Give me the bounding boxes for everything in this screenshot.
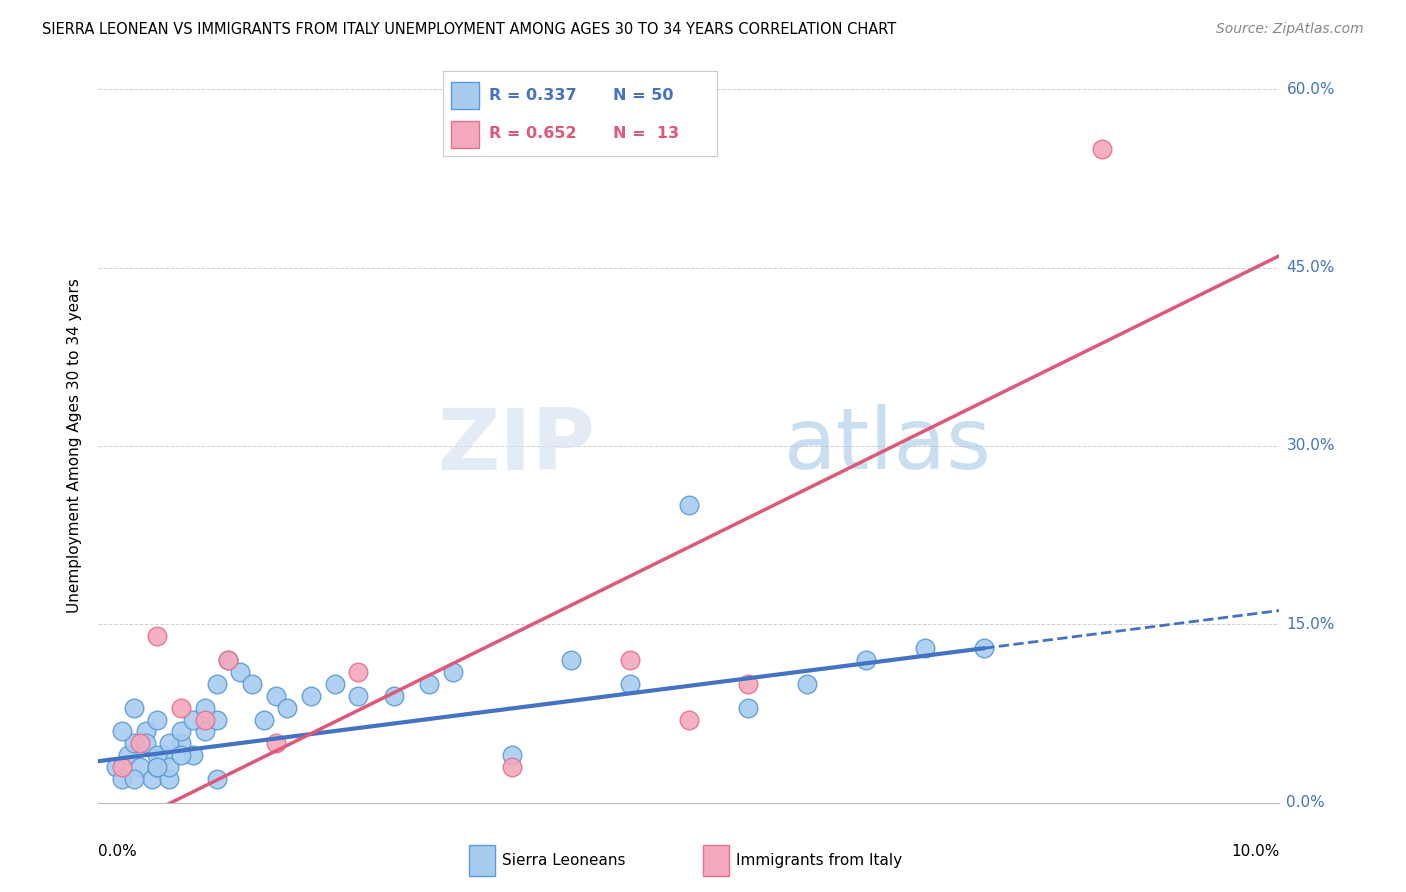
Text: N =  13: N = 13	[613, 126, 679, 141]
Point	[111, 772, 134, 786]
Point	[157, 772, 180, 786]
Point	[678, 713, 700, 727]
Point	[141, 772, 163, 786]
Point	[205, 713, 228, 727]
Point	[217, 653, 239, 667]
Point	[135, 724, 157, 739]
Point	[217, 653, 239, 667]
Y-axis label: Unemployment Among Ages 30 to 34 years: Unemployment Among Ages 30 to 34 years	[67, 278, 83, 614]
Text: Sierra Leoneans: Sierra Leoneans	[502, 854, 626, 868]
Point	[382, 689, 405, 703]
Point	[323, 677, 346, 691]
Point	[146, 748, 169, 763]
Point	[157, 760, 180, 774]
Text: 10.0%: 10.0%	[1232, 845, 1279, 859]
Point	[170, 748, 193, 763]
Text: Immigrants from Italy: Immigrants from Italy	[737, 854, 903, 868]
Text: SIERRA LEONEAN VS IMMIGRANTS FROM ITALY UNEMPLOYMENT AMONG AGES 30 TO 34 YEARS C: SIERRA LEONEAN VS IMMIGRANTS FROM ITALY …	[42, 22, 897, 37]
Bar	[451, 120, 478, 147]
Point	[122, 772, 145, 786]
Point	[264, 736, 287, 750]
Point	[205, 772, 228, 786]
Point	[205, 677, 228, 691]
Point	[229, 665, 252, 679]
Point	[240, 677, 263, 691]
Text: ZIP: ZIP	[437, 404, 595, 488]
Point	[678, 499, 700, 513]
Point	[276, 700, 298, 714]
Point	[737, 700, 759, 714]
Point	[117, 748, 139, 763]
Point	[170, 736, 193, 750]
Point	[170, 724, 193, 739]
Point	[122, 736, 145, 750]
Point	[105, 760, 128, 774]
Point	[501, 748, 523, 763]
Bar	[468, 846, 495, 876]
Point	[264, 689, 287, 703]
Point	[560, 653, 582, 667]
Point	[157, 736, 180, 750]
Point	[146, 760, 169, 774]
Text: 60.0%: 60.0%	[1286, 82, 1334, 96]
Point	[619, 653, 641, 667]
Point	[181, 748, 204, 763]
Point	[619, 677, 641, 691]
Point	[181, 713, 204, 727]
Point	[152, 748, 174, 763]
Bar	[451, 82, 478, 110]
Point	[796, 677, 818, 691]
Text: atlas: atlas	[783, 404, 991, 488]
Point	[418, 677, 440, 691]
Point	[914, 641, 936, 656]
Text: Source: ZipAtlas.com: Source: ZipAtlas.com	[1216, 22, 1364, 37]
Point	[128, 760, 150, 774]
Point	[441, 665, 464, 679]
Text: 30.0%: 30.0%	[1286, 439, 1334, 453]
Point	[347, 665, 370, 679]
Text: 0.0%: 0.0%	[1286, 796, 1324, 810]
Point	[194, 700, 217, 714]
Point	[1091, 142, 1114, 156]
Bar	[703, 846, 730, 876]
Point	[501, 760, 523, 774]
Point	[973, 641, 995, 656]
Point	[170, 700, 193, 714]
Point	[194, 724, 217, 739]
Point	[135, 736, 157, 750]
Text: R = 0.337: R = 0.337	[489, 87, 576, 103]
Text: 15.0%: 15.0%	[1286, 617, 1334, 632]
Point	[194, 713, 217, 727]
Point	[146, 760, 169, 774]
Point	[122, 700, 145, 714]
Point	[737, 677, 759, 691]
Point	[146, 629, 169, 643]
Point	[253, 713, 276, 727]
Point	[111, 760, 134, 774]
Point	[111, 724, 134, 739]
Point	[855, 653, 877, 667]
Point	[299, 689, 322, 703]
Point	[347, 689, 370, 703]
Point	[128, 736, 150, 750]
Text: 0.0%: 0.0%	[98, 845, 138, 859]
Point	[146, 713, 169, 727]
Text: N = 50: N = 50	[613, 87, 673, 103]
Text: 45.0%: 45.0%	[1286, 260, 1334, 275]
Text: R = 0.652: R = 0.652	[489, 126, 576, 141]
